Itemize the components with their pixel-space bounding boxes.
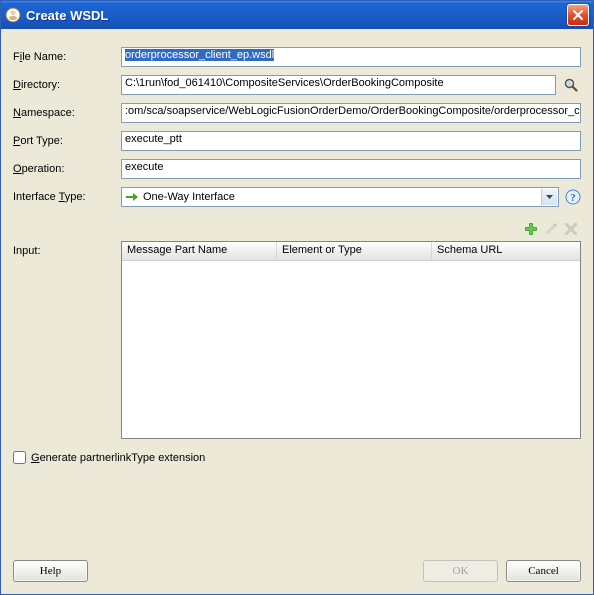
oneway-icon xyxy=(125,191,139,203)
ok-button: OK xyxy=(423,560,498,582)
titlebar[interactable]: Create WSDL xyxy=(1,1,593,29)
input-porttype[interactable]: execute_ptt xyxy=(121,131,581,151)
close-button[interactable] xyxy=(567,4,589,26)
th-element-type[interactable]: Element or Type xyxy=(277,242,432,260)
row-generate-plt: Generate partnerlinkType extension xyxy=(13,451,581,464)
row-directory: Directory: C:\1run\fod_061410\CompositeS… xyxy=(13,75,581,95)
dialog-window: Create WSDL File Name: orderprocessor_cl… xyxy=(0,0,594,595)
browse-icon[interactable] xyxy=(561,75,581,95)
row-operation: Operation: execute xyxy=(13,159,581,179)
select-interfacetype[interactable]: One-Way Interface xyxy=(121,187,559,207)
input-namespace[interactable]: :om/sca/soapservice/WebLogicFusionOrderD… xyxy=(121,103,581,123)
label-porttype: Port Type: xyxy=(13,135,121,147)
delete-button xyxy=(563,221,579,237)
help-icon[interactable]: ? xyxy=(565,189,581,205)
interfacetype-value: One-Way Interface xyxy=(143,191,235,203)
dropdown-arrow-icon xyxy=(541,189,557,205)
button-bar: Help OK Cancel xyxy=(13,560,581,582)
input-operation[interactable]: execute xyxy=(121,159,581,179)
checkbox-generate-plt[interactable] xyxy=(13,451,26,464)
edit-button xyxy=(543,221,559,237)
label-filename: File Name: xyxy=(13,51,121,63)
interfacetype-wrap: One-Way Interface ? xyxy=(121,187,581,207)
label-generate-plt[interactable]: Generate partnerlinkType extension xyxy=(31,452,205,464)
help-button[interactable]: Help xyxy=(13,560,88,582)
table-body xyxy=(122,261,580,438)
th-message-part[interactable]: Message Part Name xyxy=(122,242,277,260)
label-operation: Operation: xyxy=(13,163,121,175)
input-filename[interactable]: orderprocessor_client_ep.wsdl xyxy=(121,47,581,67)
label-input: Input: xyxy=(13,241,121,257)
table-header: Message Part Name Element or Type Schema… xyxy=(122,242,580,261)
input-toolbar xyxy=(13,221,581,237)
input-table[interactable]: Message Part Name Element or Type Schema… xyxy=(121,241,581,439)
row-namespace: Namespace: :om/sca/soapservice/WebLogicF… xyxy=(13,103,581,123)
row-filename: File Name: orderprocessor_client_ep.wsdl xyxy=(13,47,581,67)
th-schema-url[interactable]: Schema URL xyxy=(432,242,580,260)
input-section: Input: Message Part Name Element or Type… xyxy=(13,241,581,439)
row-interfacetype: Interface Type: One-Way Interface xyxy=(13,187,581,207)
add-button[interactable] xyxy=(523,221,539,237)
label-interfacetype: Interface Type: xyxy=(13,191,121,203)
cancel-button[interactable]: Cancel xyxy=(506,560,581,582)
dialog-content: File Name: orderprocessor_client_ep.wsdl… xyxy=(1,29,593,594)
label-namespace: Namespace: xyxy=(13,107,121,119)
svg-text:?: ? xyxy=(570,192,576,204)
input-directory[interactable]: C:\1run\fod_061410\CompositeServices\Ord… xyxy=(121,75,556,95)
window-title: Create WSDL xyxy=(26,8,567,23)
row-porttype: Port Type: execute_ptt xyxy=(13,131,581,151)
app-icon xyxy=(5,7,21,23)
label-directory: Directory: xyxy=(13,79,121,91)
